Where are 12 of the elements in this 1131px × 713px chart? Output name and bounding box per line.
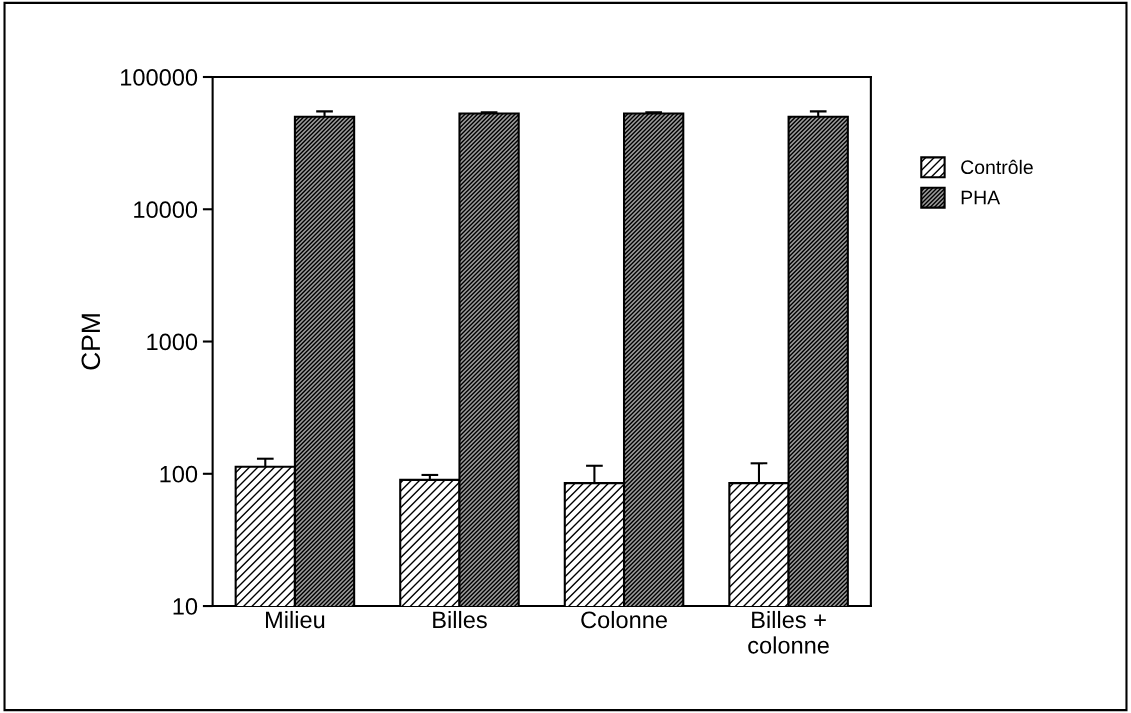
- legend-label: PHA: [961, 190, 1001, 205]
- y-tick-label: 10: [173, 598, 198, 615]
- y-tick-label: 100000: [121, 69, 198, 86]
- x-tick-label: Milieu: [266, 610, 325, 629]
- x-tick-label: Billes: [433, 610, 487, 629]
- legend-label: Contrôle: [961, 159, 1033, 175]
- x-tick-label: Billes + colonne: [748, 610, 829, 654]
- x-tick-label: Colonne: [581, 610, 667, 629]
- y-axis-title: CPM: [81, 314, 101, 370]
- y-tick-label: 1000: [147, 333, 198, 351]
- y-tick-label: 100: [160, 465, 198, 483]
- y-tick-label: 10000: [134, 201, 198, 219]
